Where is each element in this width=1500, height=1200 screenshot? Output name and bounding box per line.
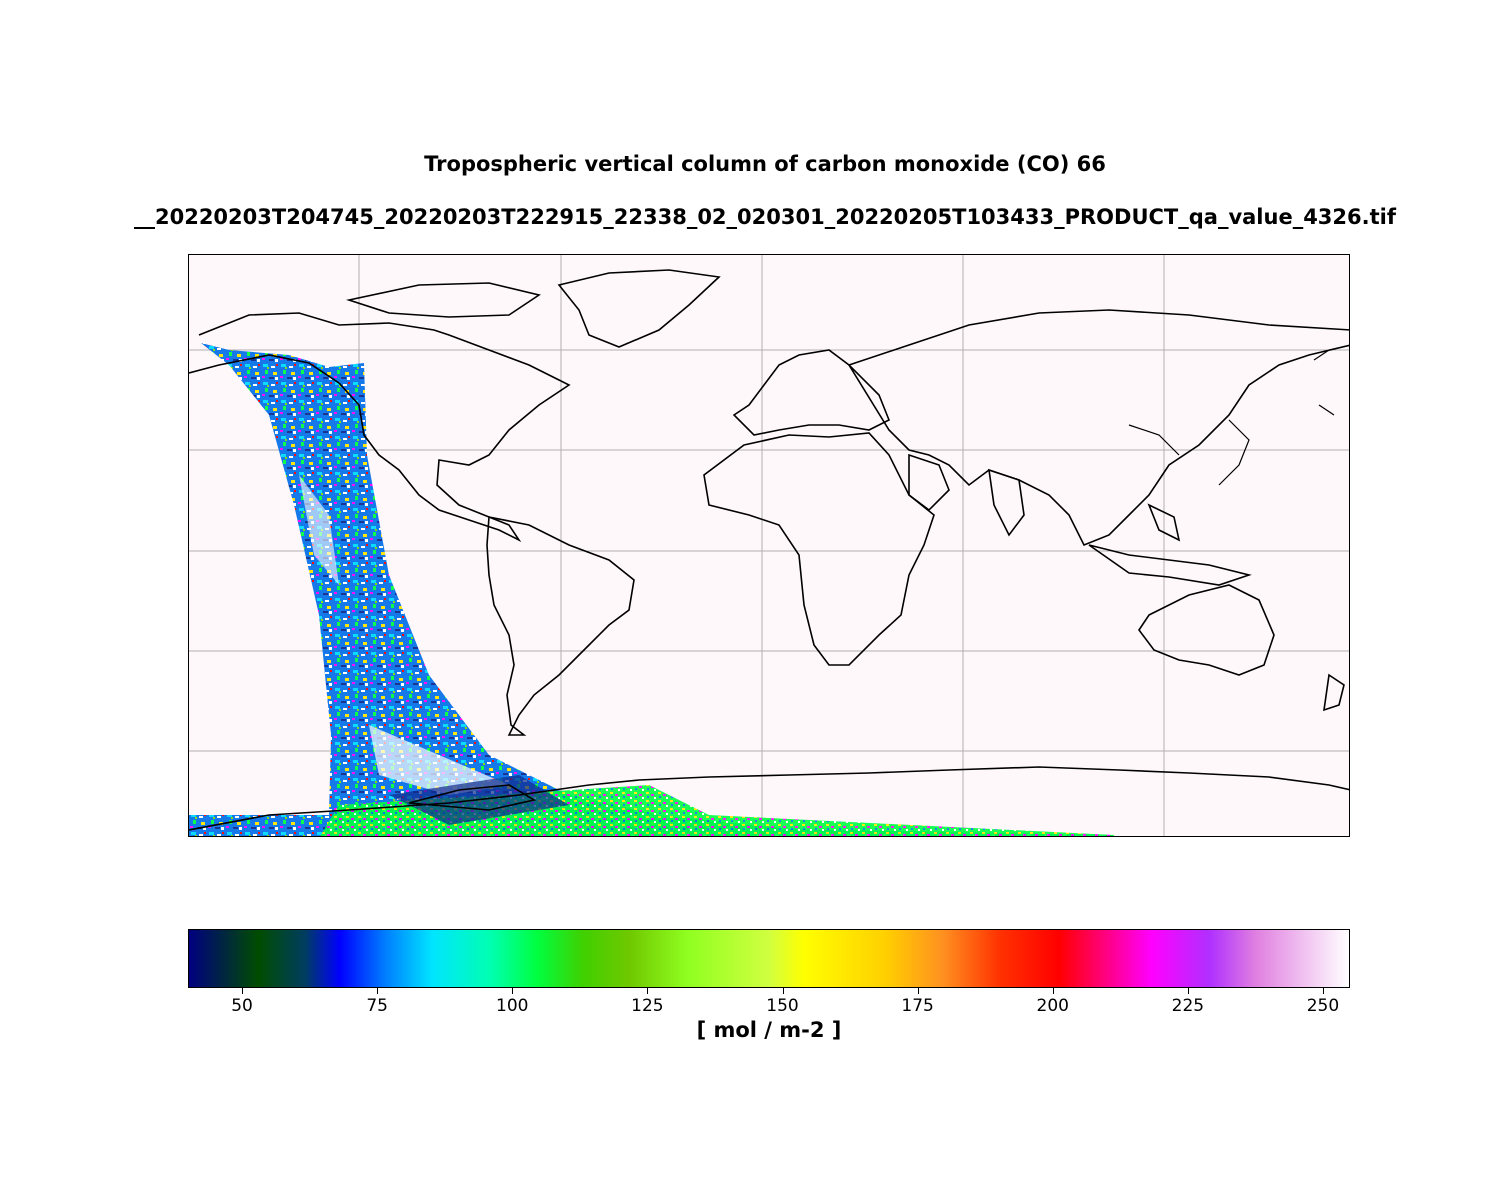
colorbar-tick-label: 100	[496, 996, 529, 1016]
colorbar-tick-label: 150	[766, 996, 799, 1016]
colorbar-tick-mark	[917, 988, 919, 994]
co-swath	[189, 343, 1114, 836]
map-area	[188, 254, 1350, 837]
colorbar-unit-label: [ mol / m-2 ]	[696, 1018, 842, 1042]
map-title: Tropospheric vertical column of carbon m…	[424, 152, 1106, 176]
coastlines	[189, 269, 1349, 831]
colorbar-tick-label: 125	[631, 996, 664, 1016]
colorbar-tick-label: 50	[231, 996, 253, 1016]
colorbar-tick-mark	[512, 988, 514, 994]
colorbar	[188, 929, 1350, 988]
colorbar-tick-mark	[242, 988, 244, 994]
colorbar-tick-mark	[1052, 988, 1054, 994]
world-map	[189, 255, 1349, 836]
colorbar-tick-label: 175	[901, 996, 934, 1016]
colorbar-tick-mark	[782, 988, 784, 994]
colorbar-tick-label: 250	[1306, 996, 1340, 1016]
colorbar-tick-mark	[1187, 988, 1189, 994]
colorbar-tick-label: 225	[1171, 996, 1205, 1016]
colorbar-tick-label: 75	[366, 996, 388, 1016]
colorbar-tick-mark	[647, 988, 649, 994]
colorbar-tick-mark	[1322, 988, 1324, 994]
colorbar-tick-label: 200	[1036, 996, 1069, 1016]
map-subtitle-filename: __20220203T204745_20220203T222915_22338_…	[133, 205, 1396, 229]
colorbar-tick-mark	[377, 988, 379, 994]
